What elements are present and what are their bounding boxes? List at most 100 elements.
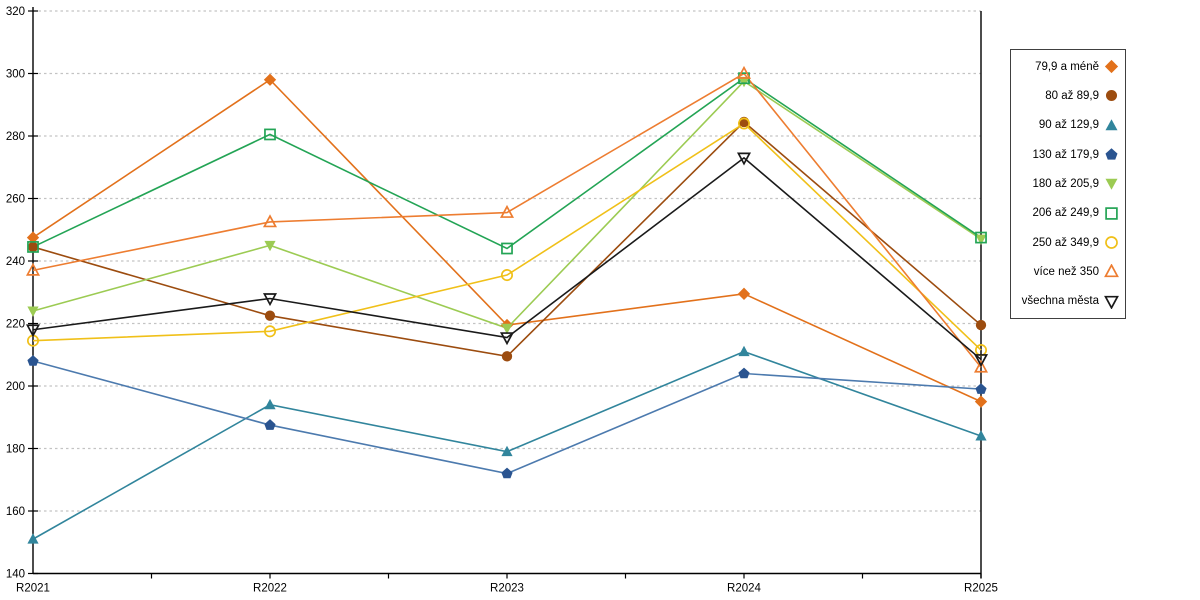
legend-item: 250 až 349,9 xyxy=(1011,229,1125,257)
circle-marker-icon xyxy=(737,117,751,130)
square-marker-icon xyxy=(264,128,276,141)
chart-legend: 79,9 a méně 80 až 89,9 90 až 129,9 130 až 1… xyxy=(1010,49,1126,319)
pentagon-marker-icon xyxy=(1105,148,1118,160)
triangle-down-marker-icon xyxy=(1104,295,1119,309)
triangle-down-marker-icon xyxy=(25,324,41,338)
triangle-down-marker-icon xyxy=(264,240,276,252)
triangle-down-marker-icon xyxy=(975,234,987,246)
circle-marker-icon xyxy=(263,325,277,338)
y-axis-label: 320 xyxy=(6,6,25,18)
legend-item: více než 350 xyxy=(1011,258,1125,286)
legend-item: 206 až 249,9 xyxy=(1011,199,1125,227)
legend-item: 90 až 129,9 xyxy=(1011,111,1125,139)
square-marker-icon xyxy=(501,242,513,255)
triangle-up-marker-icon xyxy=(499,204,515,218)
legend-label: 130 až 179,9 xyxy=(1032,148,1099,161)
legend-label: 206 až 249,9 xyxy=(1032,207,1099,220)
legend-marker xyxy=(1104,264,1119,278)
triangle-up-marker-icon xyxy=(27,533,39,544)
square-marker-icon xyxy=(1105,207,1118,220)
y-axis-label: 220 xyxy=(6,319,25,331)
legend-item: 180 až 205,9 xyxy=(1011,170,1125,198)
y-axis-label: 300 xyxy=(6,69,25,81)
pentagon-marker-icon xyxy=(975,383,987,394)
diamond-marker-icon xyxy=(26,231,40,244)
x-axis-label: R2025 xyxy=(964,583,998,595)
triangle-down-marker-icon xyxy=(738,76,750,88)
y-axis-label: 240 xyxy=(6,256,25,268)
triangle-up-marker-icon xyxy=(264,398,276,410)
triangle-up-marker-icon xyxy=(975,430,987,441)
triangle-down-marker-icon xyxy=(262,293,278,307)
legend-label: všechna města xyxy=(1021,295,1099,308)
legend-marker xyxy=(1105,207,1118,220)
circle-marker-icon xyxy=(501,351,513,362)
triangle-up-marker-icon xyxy=(501,445,513,457)
circle-marker-icon xyxy=(1105,90,1118,102)
triangle-down-marker-icon xyxy=(1105,179,1118,191)
pentagon-marker-icon xyxy=(738,367,750,379)
y-axis-label: 280 xyxy=(6,131,25,143)
legend-label: více než 350 xyxy=(1033,265,1099,278)
legend-label: 80 až 89,9 xyxy=(1045,89,1099,102)
triangle-down-marker-icon xyxy=(973,354,989,368)
diamond-marker-icon xyxy=(974,395,988,408)
square-marker-icon xyxy=(27,241,39,253)
legend-marker xyxy=(1105,148,1118,160)
series-line xyxy=(32,360,982,475)
y-axis-label: 200 xyxy=(6,381,25,393)
legend-marker xyxy=(1105,236,1118,249)
series-line xyxy=(32,77,982,250)
diamond-marker-icon xyxy=(737,287,751,300)
legend-item: 130 až 179,9 xyxy=(1011,141,1125,169)
diamond-marker-icon xyxy=(263,73,277,86)
legend-label: 79,9 a méně xyxy=(1035,60,1099,73)
triangle-down-marker-icon xyxy=(501,323,513,335)
pentagon-marker-icon xyxy=(501,467,513,479)
legend-marker xyxy=(1104,60,1119,74)
circle-marker-icon xyxy=(1105,236,1118,249)
legend-marker xyxy=(1104,295,1119,309)
triangle-up-marker-icon xyxy=(738,345,750,357)
legend-label: 180 až 205,9 xyxy=(1032,177,1099,190)
x-axis-label: R2024 xyxy=(727,583,761,595)
legend-label: 90 až 129,9 xyxy=(1038,119,1099,132)
legend-label: 250 až 349,9 xyxy=(1032,236,1099,249)
series-line xyxy=(32,72,982,368)
legend-item: 79,9 a méně xyxy=(1011,53,1125,81)
triangle-down-marker-icon xyxy=(736,152,752,166)
y-axis-label: 140 xyxy=(6,569,25,581)
triangle-up-marker-icon xyxy=(262,214,278,228)
circle-marker-icon xyxy=(27,241,39,253)
triangle-down-marker-icon xyxy=(499,332,515,346)
triangle-down-marker-icon xyxy=(27,306,39,317)
legend-marker xyxy=(1105,90,1118,102)
triangle-up-marker-icon xyxy=(973,359,989,373)
square-marker-icon xyxy=(975,231,987,244)
legend-marker xyxy=(1105,119,1118,131)
legend-item: všechna města xyxy=(1011,287,1125,315)
y-axis-label: 180 xyxy=(6,444,25,456)
diamond-marker-icon xyxy=(1104,60,1119,74)
series-line xyxy=(32,156,982,361)
y-axis-label: 260 xyxy=(6,194,25,206)
pentagon-marker-icon xyxy=(264,419,276,430)
x-axis-label: R2023 xyxy=(490,583,524,595)
circle-marker-icon xyxy=(500,269,514,282)
triangle-up-marker-icon xyxy=(25,262,41,276)
x-axis-label: R2022 xyxy=(253,583,287,595)
pentagon-marker-icon xyxy=(27,355,39,366)
y-axis-label: 160 xyxy=(6,506,25,518)
triangle-up-marker-icon xyxy=(1104,264,1119,278)
circle-marker-icon xyxy=(264,310,276,321)
series-line xyxy=(32,122,982,351)
triangle-up-marker-icon xyxy=(1105,119,1118,131)
series-line xyxy=(32,80,982,330)
legend-item: 80 až 89,9 xyxy=(1011,82,1125,110)
circle-marker-icon xyxy=(975,319,987,331)
legend-marker xyxy=(1105,179,1118,191)
triangle-up-marker-icon xyxy=(736,65,752,79)
x-axis-label: R2021 xyxy=(16,583,50,595)
